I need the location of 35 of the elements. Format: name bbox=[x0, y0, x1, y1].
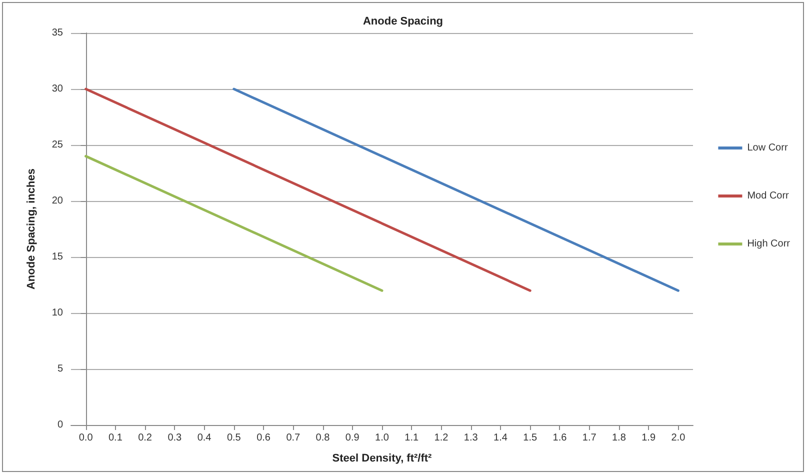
x-tick-label: 1.4 bbox=[494, 432, 508, 444]
y-tick-label: 30 bbox=[52, 84, 64, 94]
y-tick-label: 10 bbox=[52, 308, 64, 318]
legend-label: Low Corr bbox=[747, 142, 788, 154]
x-tick-label: 0.7 bbox=[286, 432, 301, 444]
x-tick-label: 1.8 bbox=[612, 432, 626, 444]
x-tick-label: 0.0 bbox=[78, 432, 94, 444]
x-tick-label: 0.9 bbox=[345, 432, 360, 444]
y-tick-label: 5 bbox=[57, 364, 64, 374]
chart-title: Anode Spacing bbox=[362, 16, 444, 28]
y-tick-label: 0 bbox=[57, 420, 64, 430]
y-tick-label: 35 bbox=[52, 28, 64, 38]
x-tick-label: 2.0 bbox=[671, 432, 686, 444]
x-tick-label: 0.6 bbox=[256, 432, 271, 444]
x-tick-label: 1.3 bbox=[464, 432, 478, 444]
x-tick-label: 1.7 bbox=[582, 432, 597, 444]
y-tick-label: 15 bbox=[52, 252, 64, 262]
legend-label: Mod Corr bbox=[747, 190, 790, 202]
x-tick-label: 1.9 bbox=[642, 432, 656, 444]
x-tick-label: 0.8 bbox=[316, 432, 330, 444]
x-tick-label: 1.1 bbox=[404, 432, 420, 444]
y-tick-label: 25 bbox=[52, 140, 64, 150]
x-tick-label: 1.5 bbox=[523, 432, 538, 444]
x-tick-label: 1.0 bbox=[375, 432, 390, 444]
x-tick-label: 0.5 bbox=[226, 432, 242, 444]
x-tick-label: 1.6 bbox=[552, 432, 568, 444]
x-tick-label: 1.2 bbox=[434, 432, 449, 444]
y-axis-title: Anode Spacing, inches bbox=[26, 168, 38, 290]
y-tick-label: 20 bbox=[52, 196, 64, 206]
legend-label: High Corr bbox=[747, 238, 791, 250]
x-axis-title: Steel Density, ft²/ft² bbox=[332, 452, 432, 464]
x-tick-label: 0.4 bbox=[197, 432, 212, 444]
x-tick-label: 0.3 bbox=[168, 432, 182, 444]
x-tick-label: 0.2 bbox=[138, 432, 152, 444]
x-tick-label: 0.1 bbox=[108, 432, 123, 444]
